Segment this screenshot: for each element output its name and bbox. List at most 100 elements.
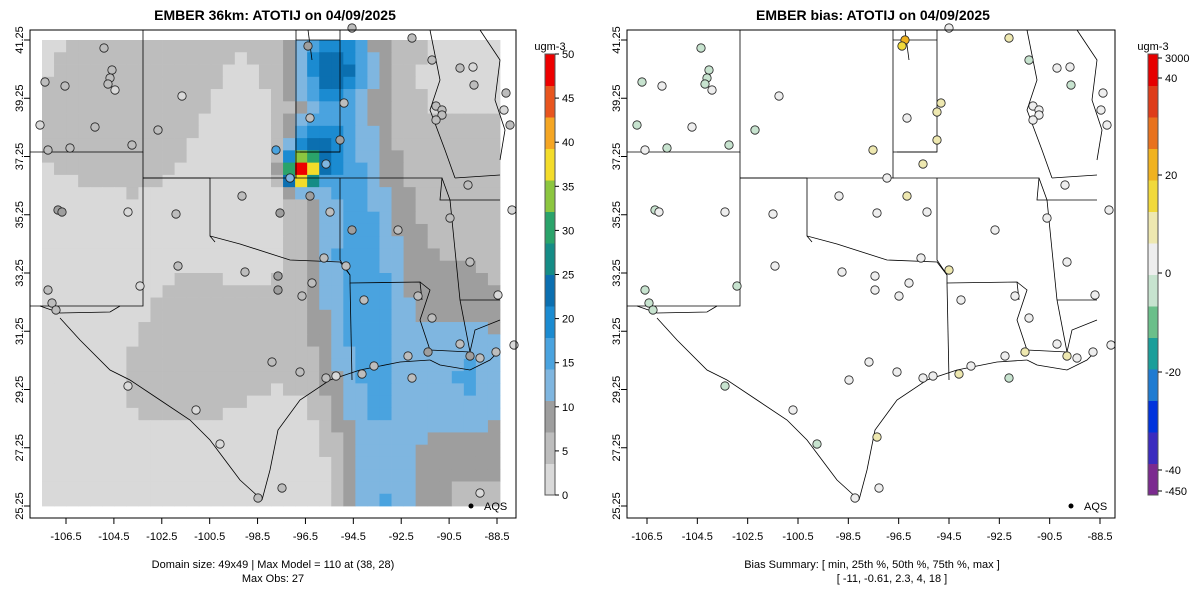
raster-cell <box>427 199 441 213</box>
state-border <box>1038 177 1068 353</box>
raster-cell <box>331 334 344 347</box>
raster-cell <box>343 273 356 286</box>
bias-point <box>1034 110 1044 120</box>
raster-cell <box>403 334 417 347</box>
raster-cell <box>379 162 392 176</box>
right-footer-line-2: [ -11, -0.61, 2.3, 4, 18 ] <box>837 573 947 585</box>
colorbar-segment <box>1148 306 1158 338</box>
raster-cell <box>54 40 67 53</box>
raster-cell <box>439 150 453 164</box>
raster-cell <box>174 64 188 78</box>
raster-cell <box>198 285 212 298</box>
raster-cell <box>427 76 441 90</box>
raster-cell <box>246 420 260 433</box>
raster-cell <box>391 334 404 347</box>
raster-cell <box>138 481 151 495</box>
raster-cell <box>42 89 55 102</box>
monitor-point <box>123 381 133 391</box>
raster-cell <box>78 285 91 298</box>
raster-cell <box>174 248 188 262</box>
raster-cell <box>222 199 236 213</box>
raster-cell <box>271 223 284 237</box>
raster-cell <box>162 322 175 335</box>
raster-cell <box>319 76 332 90</box>
raster-cell <box>66 309 79 323</box>
raster-cell <box>487 371 501 384</box>
raster-cell <box>391 481 404 495</box>
raster-cell <box>367 40 380 53</box>
raster-cell <box>66 444 79 458</box>
bias-point <box>932 107 942 117</box>
raster-cell <box>475 383 489 397</box>
raster-cell <box>234 248 248 262</box>
raster-cell <box>198 113 212 127</box>
raster-cell <box>114 113 127 127</box>
raster-cell <box>102 334 115 347</box>
raster-cell <box>138 187 151 200</box>
raster-cell <box>114 407 127 421</box>
raster-cell <box>439 273 453 286</box>
raster-cell <box>331 432 344 446</box>
monitor-point <box>359 295 369 305</box>
raster-cell <box>439 358 453 372</box>
raster-cell <box>78 236 91 249</box>
raster-cell <box>295 150 308 164</box>
raster-cell <box>126 469 139 482</box>
raster-cell <box>198 444 212 458</box>
raster-cell <box>475 125 489 139</box>
raster-cell <box>343 89 356 102</box>
raster-cell <box>90 334 103 347</box>
raster-cell <box>439 89 453 102</box>
raster-cell <box>198 125 212 139</box>
lat-tick-label: 35.25 <box>611 201 623 229</box>
raster-cell <box>319 334 332 347</box>
raster-cell <box>307 89 320 102</box>
monitor-point <box>423 347 433 357</box>
lon-tick-label: -94.5 <box>341 531 366 543</box>
raster-cell <box>439 285 453 298</box>
raster-cell <box>198 76 212 90</box>
longitude-axis: -106.5 -104.5 -102.5 -100.5 -98.5 -96.5 -94.5-… <box>50 518 510 543</box>
raster-cell <box>487 174 501 188</box>
raster-cell <box>114 223 127 237</box>
raster-cell <box>439 76 453 90</box>
raster-cell <box>475 395 489 409</box>
raster-cell <box>102 162 115 176</box>
raster-cell <box>367 199 380 213</box>
raster-cell <box>150 358 163 372</box>
raster-cell <box>379 125 392 139</box>
raster-cell <box>174 358 188 372</box>
raster-cell <box>90 162 103 176</box>
bias-point <box>1072 353 1082 363</box>
raster-cell <box>150 395 163 409</box>
lat-tick-label: 39.25 <box>14 84 26 112</box>
raster-cell <box>54 248 67 262</box>
raster-cell <box>355 420 368 433</box>
raster-cell <box>271 432 284 446</box>
raster-cell <box>90 248 103 262</box>
raster-cell <box>222 223 236 237</box>
raster-cell <box>114 101 127 114</box>
raster-cell <box>114 150 127 164</box>
raster-cell <box>138 371 151 384</box>
raster-cell <box>331 162 344 176</box>
raster-cell <box>295 322 308 335</box>
raster-cell <box>198 297 212 311</box>
raster-cell <box>343 407 356 421</box>
raster-cell <box>283 199 296 213</box>
raster-cell <box>283 297 296 311</box>
raster-cell <box>463 138 477 151</box>
raster-cell <box>475 113 489 127</box>
colorbar-segment <box>1148 463 1158 496</box>
raster-cell <box>367 101 380 114</box>
bias-point <box>770 261 780 271</box>
raster-cell <box>415 52 429 65</box>
raster-cell <box>78 162 91 176</box>
raster-cell <box>451 383 465 397</box>
raster-cell <box>66 285 79 298</box>
state-border <box>349 282 353 381</box>
raster-cell <box>343 322 356 335</box>
raster-cell <box>210 285 224 298</box>
raster-cell <box>463 407 477 421</box>
monitor-point <box>127 140 137 150</box>
